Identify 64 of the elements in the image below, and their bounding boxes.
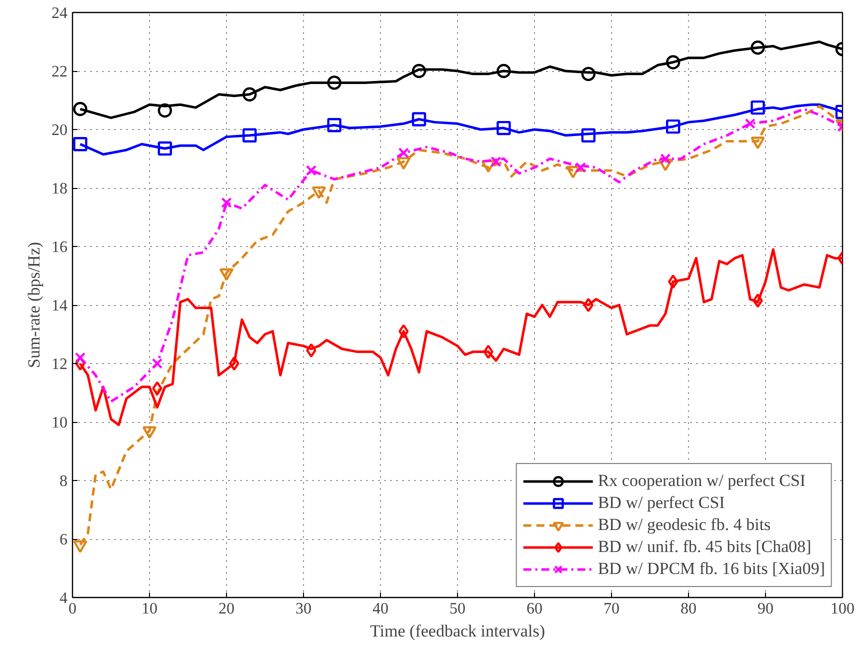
point — [581, 128, 596, 142]
point — [73, 137, 88, 152]
y-tick-label: 18 — [52, 180, 68, 198]
x-tick-label: 60 — [526, 600, 542, 618]
x-tick-label: 10 — [142, 600, 158, 618]
point — [668, 274, 678, 289]
x-tick-label: 100 — [830, 600, 854, 618]
legend-label: Rx cooperation w/ perfect CSI — [598, 470, 806, 492]
y-tick-label: 20 — [52, 122, 68, 139]
legend-label: BD w/ geodesic fb. 4 bits — [598, 514, 771, 536]
y-tick-label: 12 — [52, 356, 68, 373]
y-tick-label: 16 — [52, 239, 68, 256]
point — [483, 344, 494, 359]
point — [744, 118, 756, 129]
point — [750, 100, 765, 115]
y-tick-label: 4 — [60, 590, 68, 607]
y-tick-label: 10 — [52, 414, 68, 432]
y-tick-label: 6 — [60, 532, 68, 548]
point — [496, 64, 511, 78]
y-tick-label: 14 — [52, 298, 68, 314]
point — [575, 162, 586, 173]
point — [583, 298, 594, 312]
point — [398, 148, 409, 158]
point — [158, 141, 172, 156]
y-axis-title: Sum-rate (bps/Hz) — [24, 242, 44, 368]
point — [412, 112, 426, 126]
point — [496, 120, 511, 136]
point — [327, 118, 342, 132]
x-tick-label: 20 — [218, 600, 234, 618]
point — [73, 102, 88, 116]
point — [750, 40, 765, 55]
x-tick-label: 90 — [758, 600, 774, 618]
point — [660, 153, 671, 164]
point — [152, 381, 162, 396]
x-tick-label: 30 — [296, 600, 312, 618]
point — [327, 76, 342, 90]
point — [412, 64, 426, 78]
y-tick-label: 24 — [52, 5, 68, 22]
x-tick-label: 50 — [450, 600, 466, 618]
legend-label: BD w/ DPCM fb. 16 bits [Xia09] — [598, 558, 825, 580]
point — [74, 352, 86, 363]
point — [242, 87, 257, 102]
point — [242, 128, 257, 142]
point — [490, 156, 502, 168]
point — [306, 165, 317, 176]
point — [221, 197, 232, 208]
x-tick-label: 70 — [604, 600, 620, 618]
y-tick-label: 22 — [52, 64, 68, 80]
x-tick-label: 80 — [680, 600, 696, 618]
x-tick-label: 40 — [372, 600, 388, 618]
point — [398, 324, 409, 338]
x-tick-label: 0 — [68, 600, 76, 618]
y-tick-label: 8 — [60, 473, 68, 490]
point — [752, 294, 763, 308]
legend-label: BD w/ perfect CSI — [598, 492, 725, 514]
point — [158, 103, 172, 118]
point — [581, 66, 596, 82]
point — [666, 55, 680, 70]
x-axis-title: Time (feedback intervals) — [370, 622, 545, 640]
point — [229, 356, 240, 371]
point — [152, 358, 163, 369]
point — [306, 343, 316, 358]
legend-label: BD w/ unif. fb. 45 bits [Cha08] — [598, 536, 812, 558]
point — [666, 119, 680, 134]
